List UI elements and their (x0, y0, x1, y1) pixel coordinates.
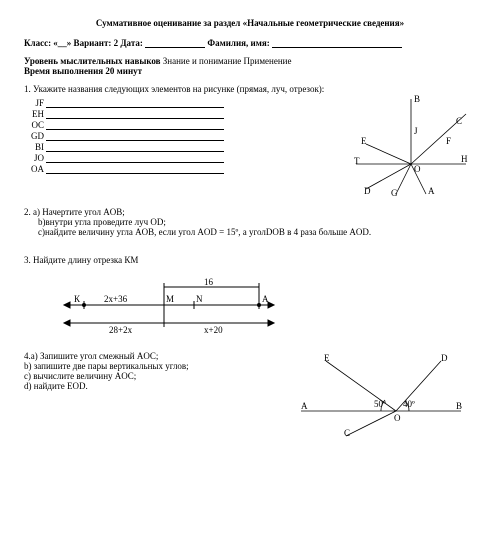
q1-lbl-5: JO (24, 153, 46, 163)
q4: 4.a) Запишите угол смежный AOC; b) запиш… (24, 351, 476, 441)
q1-list: JF EH OC GD BI JO OA (24, 98, 224, 199)
q1-prompt: 1. Укажите названия следующих элементов … (24, 84, 476, 94)
svg-text:2x+36: 2x+36 (104, 294, 128, 304)
q4a: 4.a) Запишите угол смежный AOC; (24, 351, 224, 361)
q4b: b) запишите две пары вертикальных углов; (24, 361, 224, 371)
q1-lbl-0: JF (24, 98, 46, 108)
svg-text:J: J (414, 126, 418, 136)
svg-text:M: M (166, 294, 174, 304)
svg-text:F: F (446, 136, 451, 146)
q1-line-6 (46, 165, 224, 174)
svg-text:C: C (344, 428, 350, 438)
svg-text:T: T (354, 156, 360, 166)
doc-title: Суммативное оценивание за раздел «Началь… (24, 18, 476, 28)
name-blank (272, 38, 402, 48)
svg-text:B: B (456, 401, 462, 411)
q4-figure: A B C D E O 50º 40º (224, 351, 476, 441)
q1-line-1 (46, 110, 224, 119)
q4-text: 4.a) Запишите угол смежный AOC; b) запиш… (24, 351, 224, 441)
svg-text:К: К (74, 294, 81, 304)
class-label: Класс: «__» Вариант: 2 Дата: (24, 38, 143, 48)
q1-lbl-2: OC (24, 120, 46, 130)
q2c: c)найдите величину угла AOB, если угол A… (24, 227, 476, 237)
header-row: Класс: «__» Вариант: 2 Дата: Фамилия, им… (24, 38, 476, 48)
svg-text:B: B (414, 94, 420, 104)
svg-text:E: E (361, 136, 367, 146)
svg-text:G: G (391, 188, 398, 198)
skills-2: Время выполнения 20 минут (24, 66, 142, 76)
svg-text:O: O (414, 164, 421, 174)
name-label: Фамилия, имя: (207, 38, 269, 48)
q1-line-2 (46, 121, 224, 130)
date-blank (145, 38, 205, 48)
svg-text:A: A (301, 401, 308, 411)
skills-block: Уровень мыслительных навыков Знание и по… (24, 56, 476, 76)
q1-lbl-4: BI (24, 142, 46, 152)
svg-text:40º: 40º (403, 399, 415, 409)
q1-line-3 (46, 132, 224, 141)
svg-text:28+2x: 28+2x (109, 325, 133, 335)
svg-text:N: N (196, 294, 203, 304)
q4d: d) найдите EOD. (24, 381, 224, 391)
q1-line-4 (46, 143, 224, 152)
q2b: b)внутри угла проведите луч OD; (24, 217, 476, 227)
q1-figure: B C F H J A D G E T O (224, 94, 476, 199)
svg-text:C: C (456, 116, 462, 126)
svg-text:E: E (324, 353, 330, 363)
q1: 1. Укажите названия следующих элементов … (24, 84, 476, 199)
skills-1a: Уровень мыслительных навыков (24, 56, 163, 66)
q2a: 2. a) Начертите угол AOB; (24, 207, 476, 217)
svg-text:16: 16 (204, 277, 214, 287)
svg-text:x+20: x+20 (204, 325, 223, 335)
q3: 3. Найдите длину отрезка КМ (24, 255, 476, 337)
svg-text:50º: 50º (374, 399, 386, 409)
skills-1b: Знание и понимание Применение (163, 56, 292, 66)
q4c: c) вычислите величину AOC; (24, 371, 224, 381)
svg-text:A: A (428, 186, 435, 196)
svg-text:H: H (461, 154, 468, 164)
q1-lbl-3: GD (24, 131, 46, 141)
q2: 2. a) Начертите угол AOB; b)внутри угла … (24, 207, 476, 237)
svg-text:D: D (364, 186, 371, 196)
svg-text:O: O (394, 413, 401, 423)
q3-figure: 16 К 2x+36 M N A 28+2x x+20 (54, 275, 476, 337)
q1-lbl-1: EH (24, 109, 46, 119)
svg-text:D: D (441, 353, 448, 363)
q1-line-5 (46, 154, 224, 163)
q1-lbl-6: OA (24, 164, 46, 174)
q3-prompt: 3. Найдите длину отрезка КМ (24, 255, 476, 265)
q1-line-0 (46, 99, 224, 108)
svg-text:A: A (262, 294, 269, 304)
